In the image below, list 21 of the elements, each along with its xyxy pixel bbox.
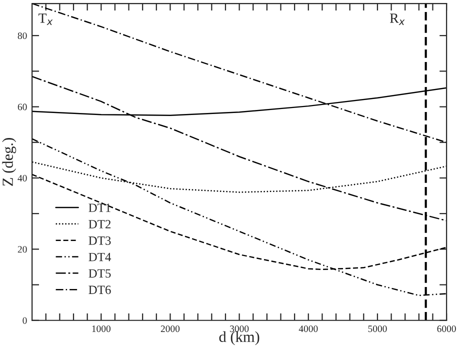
x-tick-label: 3000	[230, 326, 249, 332]
legend-label: DT6	[88, 286, 111, 294]
legend-label: DT1	[88, 204, 110, 212]
y-tick-label: 20	[18, 246, 27, 253]
x-tick-label: 6000	[437, 326, 456, 332]
y-tick-label: 0	[22, 317, 27, 324]
x-tick-label: 4000	[298, 326, 318, 332]
legend-label: DT2	[88, 220, 111, 228]
legend-label: DT5	[88, 269, 111, 278]
legend-label: DT3	[88, 236, 111, 245]
legend-label: DT4	[88, 252, 112, 262]
y-tick-label: 60	[18, 104, 27, 110]
y-tick-label: 40	[18, 174, 27, 182]
annotation: R$_{x}$	[390, 14, 405, 25]
annotation: T$_{x}$	[38, 14, 53, 25]
y-tick-label: 80	[18, 32, 27, 40]
x-tick-label: 5000	[368, 326, 387, 332]
x-tick-label: 1000	[92, 326, 110, 332]
x-tick-label: 2000	[160, 326, 180, 332]
x-axis-title: d (km)	[219, 331, 260, 346]
y-axis-title: Z (deg.)	[2, 138, 16, 186]
